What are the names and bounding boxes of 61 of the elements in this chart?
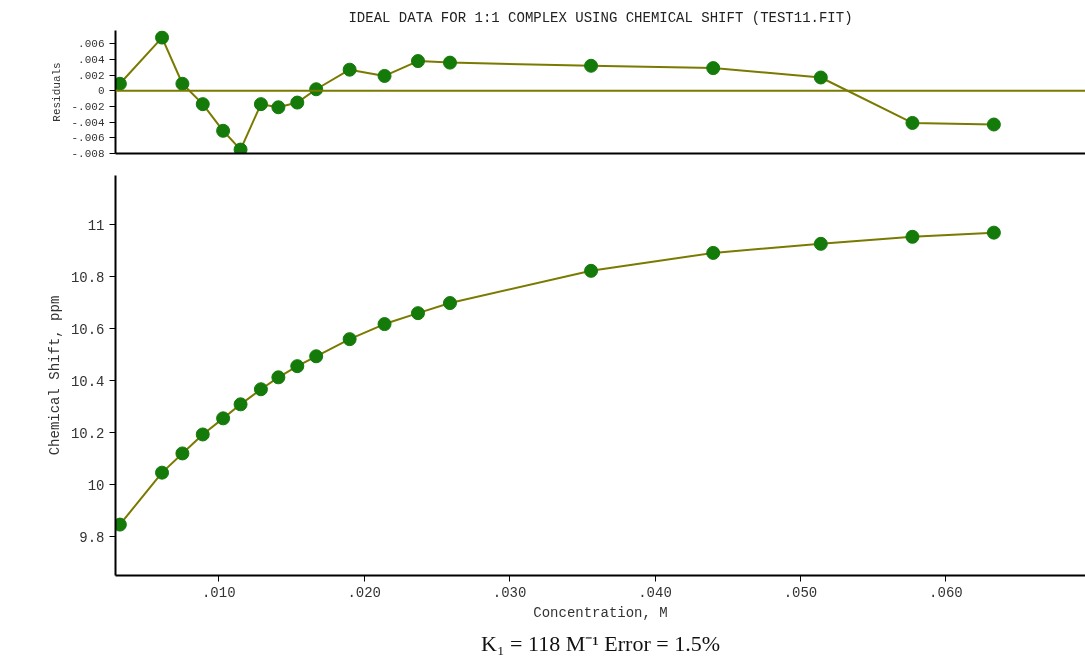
x-tick-label: .060: [929, 584, 963, 601]
y-tick-label: -.002: [71, 100, 105, 113]
point: [410, 54, 425, 69]
y-tick-label: 11: [87, 217, 105, 234]
point: [377, 317, 392, 332]
point: [377, 68, 392, 83]
point: [986, 117, 1001, 132]
point: [216, 411, 231, 426]
point: [195, 427, 210, 442]
point: [253, 97, 268, 112]
point: [905, 115, 920, 130]
point: [175, 446, 190, 461]
x-tick-label: .050: [783, 584, 818, 601]
point: [175, 76, 190, 91]
point: [342, 62, 357, 77]
x-tick-label: .030: [492, 584, 527, 601]
point: [309, 349, 324, 364]
point: [233, 142, 248, 154]
chart-title: IDEAL DATA FOR 1:1 COMPLEX USING CHEMICAL SHIFT (TEST11.FIT): [348, 9, 853, 26]
y-tick-label: 10.2: [70, 425, 105, 442]
y-axis-title: Residuals: [51, 62, 64, 122]
point: [195, 97, 210, 112]
point: [706, 245, 721, 260]
point: [442, 296, 457, 311]
x-tick-label: .020: [347, 584, 381, 601]
y-axis-title: Chemical Shift, ppm: [46, 295, 63, 456]
y-tick-label: -.008: [71, 148, 105, 160]
point: [342, 332, 357, 347]
point: [813, 236, 828, 251]
point: [813, 70, 828, 85]
point: [216, 123, 231, 138]
y-tick-label: .006: [78, 38, 105, 51]
point: [986, 225, 1001, 240]
x-axis-title: Concentration, M: [533, 604, 668, 621]
y-tick-label: .002: [78, 69, 105, 82]
point: [905, 229, 920, 244]
y-tick-label: 9.8: [79, 529, 105, 546]
text: K₁ = 118 M⁻¹ Error = 1.5%: [481, 630, 720, 656]
point: [410, 306, 425, 321]
y-tick-label: 10.4: [70, 373, 105, 390]
y-tick-label: -.004: [71, 116, 105, 129]
point: [253, 382, 268, 397]
point: [290, 95, 305, 110]
point: [233, 397, 248, 412]
x-tick-label: .040: [638, 584, 672, 601]
point: [155, 465, 170, 480]
y-tick-label: 10.6: [70, 321, 105, 338]
point: [706, 61, 721, 76]
y-tick-label: 0: [97, 85, 105, 98]
point: [271, 370, 286, 385]
point: [290, 359, 305, 374]
y-tick-label: 10.8: [70, 269, 105, 286]
y-tick-label: .004: [78, 53, 105, 66]
point: [442, 55, 457, 70]
point: [155, 30, 170, 45]
y-tick-label: 10: [87, 477, 105, 494]
point: [584, 263, 599, 278]
y-tick-label: -.006: [71, 132, 105, 145]
x-tick-label: .010: [201, 584, 236, 601]
point: [584, 58, 599, 73]
point: [271, 100, 286, 115]
